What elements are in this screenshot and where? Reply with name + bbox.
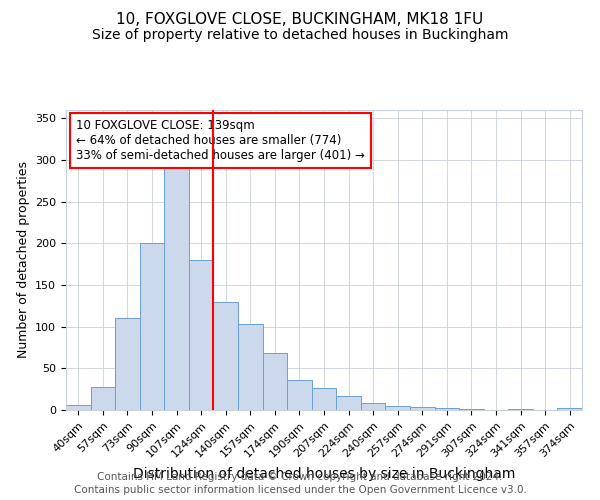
Bar xyxy=(336,396,361,410)
Text: 10, FOXGLOVE CLOSE, BUCKINGHAM, MK18 1FU: 10, FOXGLOVE CLOSE, BUCKINGHAM, MK18 1FU xyxy=(116,12,484,28)
Text: Size of property relative to detached houses in Buckingham: Size of property relative to detached ho… xyxy=(92,28,508,42)
X-axis label: Distribution of detached houses by size in Buckingham: Distribution of detached houses by size … xyxy=(133,467,515,481)
Bar xyxy=(508,409,533,410)
Bar xyxy=(91,386,115,410)
Bar xyxy=(66,405,91,410)
Bar xyxy=(238,324,263,410)
Bar xyxy=(434,408,459,410)
Bar xyxy=(164,168,189,410)
Bar xyxy=(410,406,434,410)
Bar xyxy=(214,302,238,410)
Y-axis label: Number of detached properties: Number of detached properties xyxy=(17,162,29,358)
Bar xyxy=(189,260,214,410)
Bar xyxy=(287,380,312,410)
Bar xyxy=(140,244,164,410)
Bar xyxy=(557,408,582,410)
Text: Contains public sector information licensed under the Open Government Licence v3: Contains public sector information licen… xyxy=(74,485,526,495)
Bar xyxy=(459,409,484,410)
Bar xyxy=(361,404,385,410)
Bar xyxy=(263,354,287,410)
Bar xyxy=(312,388,336,410)
Text: 10 FOXGLOVE CLOSE: 139sqm
← 64% of detached houses are smaller (774)
33% of semi: 10 FOXGLOVE CLOSE: 139sqm ← 64% of detac… xyxy=(76,119,365,162)
Bar xyxy=(115,318,140,410)
Bar xyxy=(385,406,410,410)
Text: Contains HM Land Registry data © Crown copyright and database right 2024.: Contains HM Land Registry data © Crown c… xyxy=(97,472,503,482)
